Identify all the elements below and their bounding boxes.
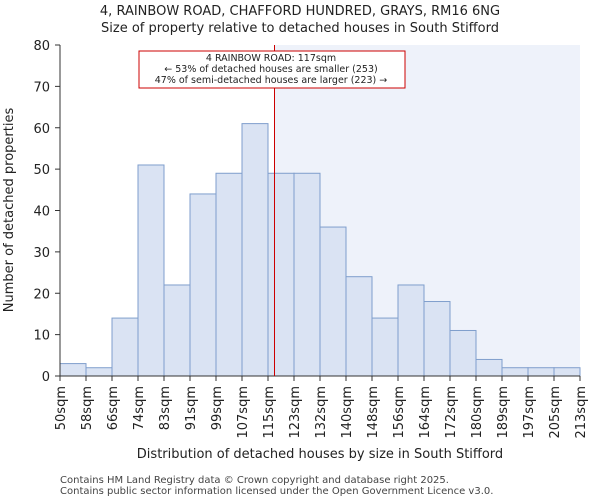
x-tick-label: 91sqm	[184, 386, 199, 430]
bar-115sqm	[267, 172, 295, 377]
bar-123sqm	[293, 172, 321, 377]
x-tick-label: 74sqm	[132, 386, 147, 430]
x-tick-label: 123sqm	[288, 386, 303, 439]
x-tick-label: 66sqm	[106, 386, 121, 430]
x-tick-label: 156sqm	[392, 386, 407, 439]
footer-line-2: Contains public sector information licen…	[60, 486, 493, 497]
x-tick-label: 107sqm	[236, 386, 251, 439]
bar-58sqm	[85, 367, 113, 377]
bar-197sqm	[527, 367, 555, 377]
x-tick-label: 164sqm	[418, 386, 433, 439]
x-tick-label: 132sqm	[314, 386, 329, 439]
chart-subtitle: Size of property relative to detached ho…	[101, 21, 499, 36]
x-tick-label: 99sqm	[210, 386, 225, 430]
y-tick-label: 0	[42, 370, 50, 385]
bar-50sqm	[59, 363, 87, 377]
x-tick-label: 180sqm	[470, 386, 485, 439]
bar-74sqm	[137, 164, 165, 377]
bar-148sqm	[371, 317, 399, 377]
x-tick-label: 83sqm	[158, 386, 173, 430]
footer-line-1: Contains HM Land Registry data © Crown c…	[60, 475, 449, 486]
bar-132sqm	[319, 226, 347, 377]
x-tick-label: 115sqm	[262, 386, 277, 439]
bar-107sqm	[241, 123, 269, 377]
bar-205sqm	[553, 367, 581, 377]
annotation-line-3: 47% of semi-detached houses are larger (…	[155, 75, 388, 86]
bar-140sqm	[345, 276, 373, 377]
bar-189sqm	[501, 367, 529, 377]
y-tick-label: 40	[33, 205, 50, 220]
chart-title: 4, RAINBOW ROAD, CHAFFORD HUNDRED, GRAYS…	[100, 4, 500, 19]
y-tick-label: 80	[33, 39, 50, 54]
x-tick-label: 213sqm	[574, 386, 589, 439]
bar-91sqm	[189, 193, 217, 377]
annotation-line-2: ← 53% of detached houses are smaller (25…	[164, 64, 377, 75]
x-tick-label: 172sqm	[444, 386, 459, 439]
y-tick-label: 10	[33, 329, 50, 344]
bar-172sqm	[449, 329, 477, 377]
y-tick-label: 70	[33, 80, 50, 95]
y-tick-label: 50	[33, 163, 50, 178]
bar-180sqm	[475, 358, 503, 377]
x-tick-label: 205sqm	[548, 386, 563, 439]
y-tick-label: 30	[33, 246, 50, 261]
x-tick-label: 140sqm	[340, 386, 355, 439]
x-tick-label: 189sqm	[496, 386, 511, 439]
x-tick-label: 197sqm	[522, 386, 537, 439]
x-tick-label: 50sqm	[54, 386, 69, 430]
y-axis-label: Number of detached properties	[2, 108, 17, 313]
y-tick-label: 20	[33, 287, 50, 302]
bar-164sqm	[423, 301, 451, 377]
y-tick-label: 60	[33, 122, 50, 137]
bar-156sqm	[397, 284, 425, 377]
x-axis-label: Distribution of detached houses by size …	[137, 447, 503, 462]
bar-66sqm	[111, 317, 139, 377]
bar-83sqm	[163, 284, 191, 377]
annotation-box: 4 RAINBOW ROAD: 117sqm ← 53% of detached…	[138, 50, 406, 89]
x-tick-label: 148sqm	[366, 386, 381, 439]
bar-99sqm	[215, 172, 243, 377]
x-tick-label: 58sqm	[80, 386, 95, 430]
annotation-line-1: 4 RAINBOW ROAD: 117sqm	[206, 53, 336, 64]
